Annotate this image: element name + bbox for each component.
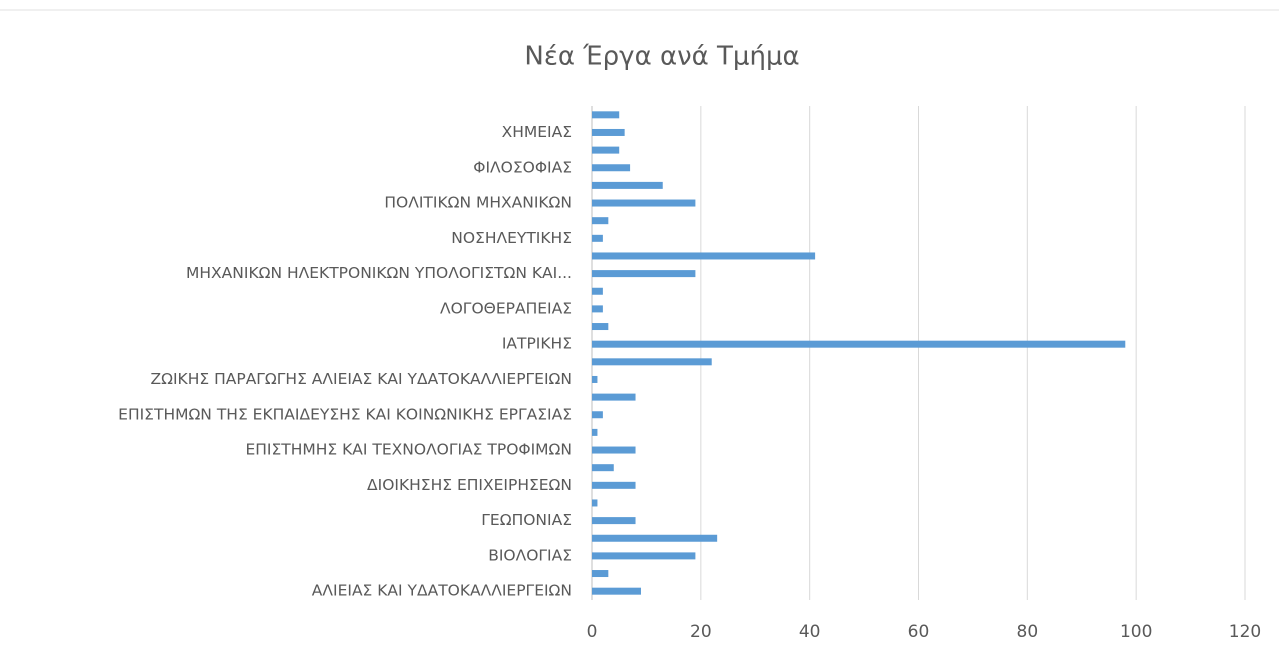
bar [592,340,1126,348]
y-tick-label: ΝΟΣΗΛΕΥΤΙΚΗΣ [451,229,572,247]
x-tick-label: 100 [1120,622,1152,642]
y-tick-label: ΓΕΩΠΟΝΙΑΣ [481,511,572,529]
bar [592,534,718,542]
bar [592,111,620,119]
bar [592,517,636,525]
bar [592,181,663,189]
bar [592,358,712,366]
bar [592,446,636,454]
bar [592,199,696,207]
x-tick-label: 20 [690,622,712,642]
y-tick-label: ΑΛΙΕΙΑΣ ΚΑΙ ΥΔΑΤΟΚΑΛΛΙΕΡΓΕΙΩΝ [312,582,572,600]
y-tick-label: ΠΟΛΙΤΙΚΩΝ ΜΗΧΑΝΙΚΩΝ [384,194,572,212]
y-tick-label: ΔΙΟΙΚΗΣΗΣ ΕΠΙΧΕΙΡΗΣΕΩΝ [367,476,572,494]
x-tick-label: 0 [587,622,598,642]
y-tick-label: ΙΑΤΡΙΚΗΣ [502,335,572,353]
bar [592,323,609,331]
bar [592,375,598,383]
x-tick-label: 40 [799,622,821,642]
y-tick-label: ΛΟΓΟΘΕΡΑΠΕΙΑΣ [440,299,572,317]
y-tick-label: ΕΠΙΣΤΗΜΗΣ ΚΑΙ ΤΕΧΝΟΛΟΓΙΑΣ ΤΡΟΦΙΜΩΝ [245,441,572,459]
y-tick-label: ΖΩΙΚΗΣ ΠΑΡΑΓΩΓΗΣ ΑΛΙΕΙΑΣ ΚΑΙ ΥΔΑΤΟΚΑΛΛΙΕ… [151,370,572,388]
bar [592,570,609,578]
bar [592,428,598,436]
bar [592,128,625,136]
x-tick-label: 80 [1017,622,1039,642]
x-tick-label: 60 [908,622,930,642]
bar [592,164,631,172]
y-tick-label: ΜΗΧΑΝΙΚΩΝ ΗΛΕΚΤΡΟΝΙΚΩΝ ΥΠΟΛΟΓΙΣΤΩΝ ΚΑΙ..… [186,264,572,282]
bar [592,481,636,489]
bar [592,146,620,154]
bar [592,287,603,295]
y-tick-label: ΧΗΜΕΙΑΣ [502,123,572,141]
y-tick-label: ΦΙΛΟΣΟΦΙΑΣ [473,158,572,176]
bar [592,393,636,401]
bar [592,587,641,595]
y-tick-label: ΒΙΟΛΟΓΙΑΣ [488,546,572,564]
bar [592,464,614,472]
bar [592,217,609,225]
chart-title: Νέα Έργα ανά Τμήμα [524,42,799,72]
bar [592,305,603,313]
bar [592,499,598,507]
bar [592,411,603,419]
bar [592,552,696,560]
bar [592,252,816,260]
y-tick-label: ΕΠΙΣΤΗΜΩΝ ΤΗΣ ΕΚΠΑΙΔΕΥΣΗΣ ΚΑΙ ΚΟΙΝΩΝΙΚΗΣ… [118,405,572,423]
bar [592,270,696,278]
bar [592,234,603,242]
x-tick-label: 120 [1229,622,1261,642]
